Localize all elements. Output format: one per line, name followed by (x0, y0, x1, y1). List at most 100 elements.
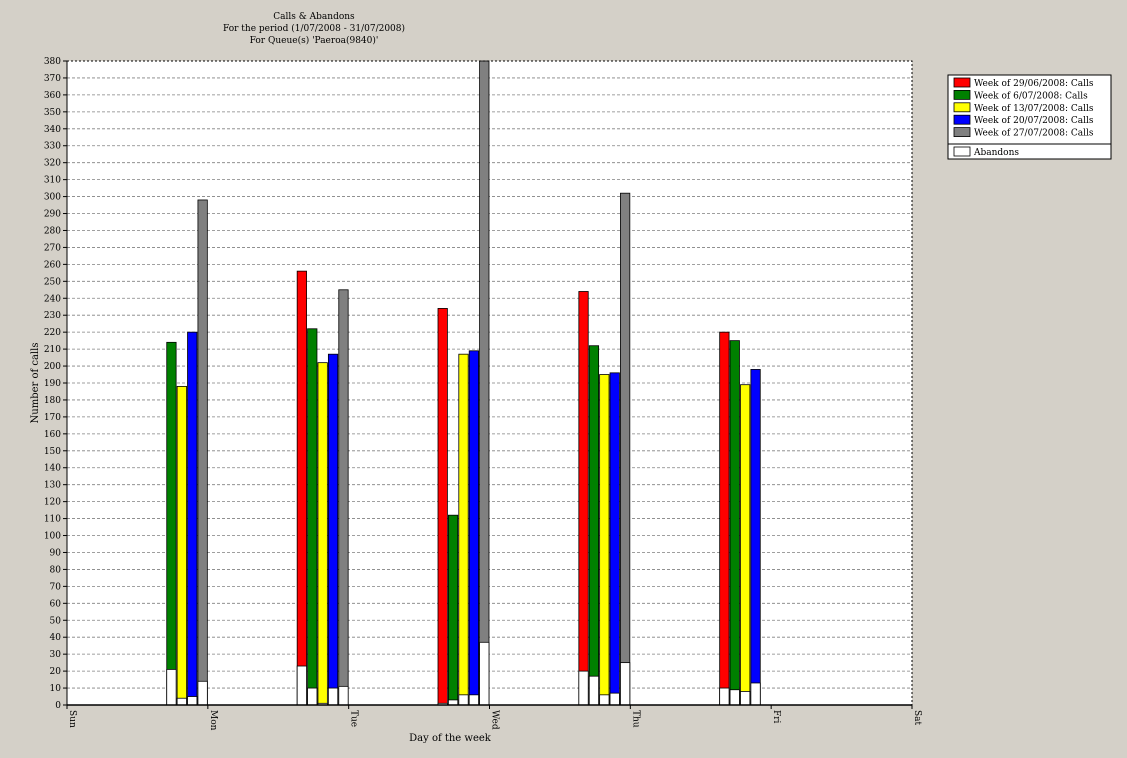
y-tick-label-210: 210 (44, 345, 61, 355)
bar-thu-series-4 (620, 192, 631, 706)
bars (166, 60, 761, 706)
bar-tue-series-3 (327, 353, 339, 706)
y-tick-label-230: 230 (44, 311, 61, 321)
y-tick-label-70: 70 (50, 582, 62, 592)
abandon-bar-thu-series-4 (620, 662, 631, 706)
legend-swatch-series-4 (953, 127, 971, 137)
y-tick-label-200: 200 (44, 362, 61, 372)
y-tick-label-270: 270 (44, 243, 61, 253)
x-tick-label-sat: Sat (912, 710, 922, 726)
abandon-bar-mon-series-1 (166, 669, 177, 706)
bar-thu-series-1 (588, 345, 600, 706)
abandon-bar-wed-series-2 (458, 694, 469, 706)
bar-mon-series-2 (176, 385, 187, 706)
y-tick-label-350: 350 (44, 108, 61, 118)
bar-wed-series-0 (437, 308, 448, 706)
y-tick-label-260: 260 (44, 260, 61, 270)
y-tick-label-220: 220 (44, 328, 61, 338)
legend-label-abandons: Abandons (973, 148, 1019, 158)
x-tick-label-tue: Tue (349, 710, 359, 727)
x-tick-label-wed: Wed (490, 710, 500, 730)
y-tick-label-40: 40 (50, 633, 62, 643)
x-tick-label-mon: Mon (208, 710, 218, 731)
y-tick-label-60: 60 (50, 599, 62, 609)
calls-abandons-chart: Calls & Abandons For the period (1/07/20… (30, 12, 1112, 744)
bar-tue-series-0 (296, 270, 307, 706)
y-tick-label-300: 300 (44, 193, 61, 203)
bar-thu-series-0 (578, 291, 589, 706)
abandon-bar-fri-series-0 (719, 687, 730, 706)
y-tick-label-170: 170 (44, 413, 61, 423)
abandon-bar-tue-series-4 (338, 685, 349, 706)
y-tick-label-140: 140 (44, 464, 61, 474)
abandon-bar-thu-series-2 (599, 694, 610, 706)
y-tick-label-120: 120 (44, 498, 61, 508)
y-tick-label-380: 380 (44, 57, 61, 67)
legend-box (947, 74, 1112, 160)
y-tick-label-100: 100 (44, 532, 61, 542)
bar-fri-series-3 (750, 369, 761, 706)
x-axis-title: Day of the week (409, 733, 492, 744)
bar-mon-series-3 (187, 331, 198, 706)
y-tick-label-320: 320 (44, 159, 61, 169)
y-tick-label-370: 370 (44, 74, 61, 84)
abandon-bar-tue-series-1 (307, 687, 318, 706)
legend: Week of 29/06/2008: Calls Week of 6/07/20… (947, 74, 1112, 160)
bar-fri-series-0 (719, 331, 730, 706)
y-tick-label-130: 130 (44, 481, 61, 491)
y-tick-label-0: 0 (55, 701, 61, 711)
y-axis-title: Number of calls (30, 343, 41, 424)
chart-title: Calls & Abandons For the period (1/07/20… (223, 12, 405, 46)
bar-thu-series-3 (609, 372, 620, 706)
bar-wed-series-2 (458, 353, 469, 706)
y-tick-label-90: 90 (50, 548, 62, 558)
abandon-bar-tue-series-0 (296, 665, 307, 706)
y-tick-label-180: 180 (44, 396, 61, 406)
legend-swatch-series-2 (953, 102, 971, 113)
legend-swatch-abandons (953, 146, 971, 157)
abandon-bar-mon-series-4 (197, 680, 208, 706)
abandon-bar-mon-series-3 (187, 696, 198, 706)
bar-fri-series-1 (729, 340, 740, 706)
y-tick-label-160: 160 (44, 430, 61, 440)
y-tick-label-250: 250 (44, 277, 61, 287)
x-tick-label-fri: Fri (771, 710, 781, 724)
x-axis-ticks: Sun Mon Tue Wed Thu Fri Sat (66, 705, 922, 731)
y-tick-label-150: 150 (44, 447, 61, 457)
y-tick-label-50: 50 (50, 616, 62, 626)
bar-fri-series-2 (740, 384, 751, 706)
abandon-bar-wed-series-3 (468, 694, 480, 706)
y-tick-label-20: 20 (50, 667, 62, 677)
bar-wed-series-3 (468, 350, 480, 706)
chart-frame: Calls & Abandons For the period (1/07/20… (8, 6, 1120, 752)
abandon-bar-thu-series-0 (578, 670, 589, 706)
bar-mon-series-1 (166, 341, 177, 706)
chart-title-line-1: Calls & Abandons (273, 12, 355, 22)
legend-label-series-1: Week of 6/07/2008: Calls (974, 91, 1088, 101)
abandon-bar-fri-series-3 (750, 682, 761, 706)
y-tick-label-110: 110 (44, 515, 61, 525)
x-tick-label-thu: Thu (630, 710, 640, 728)
bar-thu-series-2 (599, 374, 610, 706)
chart-title-line-2: For the period (1/07/2008 - 31/07/2008) (223, 23, 405, 34)
y-tick-label-240: 240 (44, 294, 61, 304)
y-tick-label-310: 310 (44, 176, 61, 186)
bar-tue-series-4 (338, 289, 349, 706)
abandon-bar-thu-series-1 (588, 675, 600, 706)
y-tick-label-360: 360 (44, 91, 61, 101)
abandon-bar-fri-series-1 (729, 689, 740, 706)
abandon-bar-tue-series-3 (327, 687, 339, 706)
y-tick-label-290: 290 (44, 210, 61, 220)
bar-tue-series-1 (307, 328, 318, 706)
abandon-bar-fri-series-2 (740, 691, 751, 706)
legend-swatch-series-0 (953, 77, 971, 88)
legend-label-series-2: Week of 13/07/2008: Calls (974, 104, 1094, 114)
y-tick-label-330: 330 (44, 142, 61, 152)
bar-wed-series-4 (479, 60, 490, 706)
gridlines (67, 77, 912, 689)
legend-swatch-series-3 (953, 114, 971, 125)
y-tick-label-80: 80 (50, 565, 62, 575)
bar-mon-series-4 (197, 199, 208, 706)
abandon-bar-mon-series-2 (176, 697, 187, 706)
abandon-bar-wed-series-4 (479, 641, 490, 706)
